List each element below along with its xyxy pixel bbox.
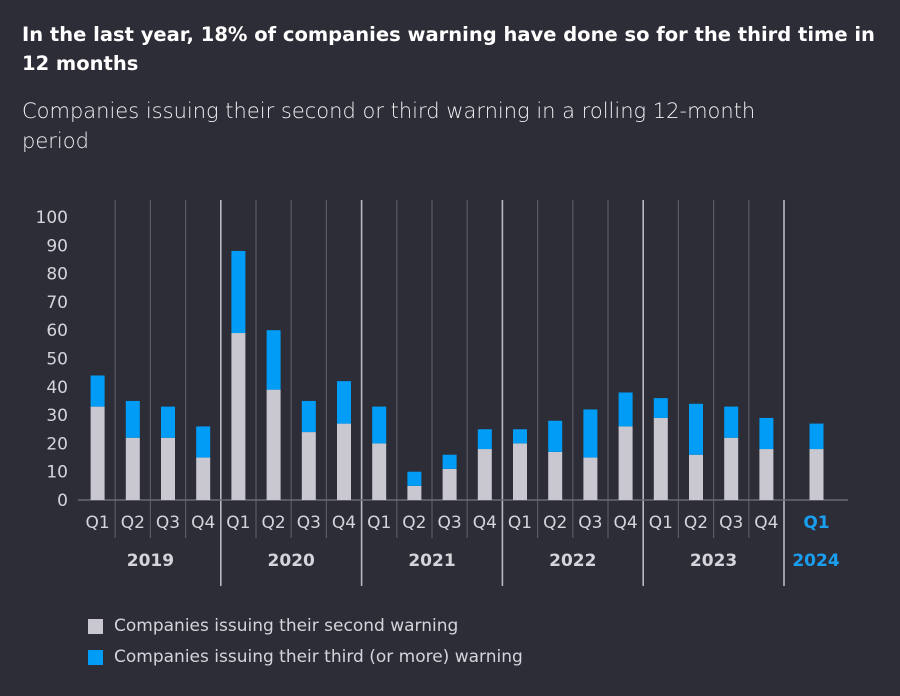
- bar-second-warning: [809, 449, 824, 500]
- year-label: 2020: [268, 551, 315, 571]
- legend-item-second: Companies issuing their second warning: [88, 616, 458, 636]
- bar-second-warning: [653, 417, 668, 500]
- quarter-label: Q1: [367, 513, 391, 533]
- y-tick-label: 30: [46, 406, 68, 426]
- bar-second-warning: [442, 468, 457, 500]
- quarter-label: Q3: [719, 513, 743, 533]
- y-tick-label: 90: [46, 236, 68, 256]
- bar-third-warning: [90, 375, 105, 407]
- legend-swatch-second: [88, 618, 103, 634]
- bar-third-warning: [653, 398, 668, 418]
- bar-second-warning: [689, 454, 703, 500]
- quarter-label: Q2: [121, 513, 145, 533]
- quarter-label: Q4: [613, 513, 637, 533]
- quarter-label: Q4: [191, 513, 215, 533]
- quarter-label: Q3: [578, 513, 602, 533]
- legend-label-third: Companies issuing their third (or more) …: [114, 647, 523, 667]
- y-tick-label: 40: [46, 378, 68, 398]
- bar-second-warning: [618, 426, 633, 500]
- bar-second-warning: [548, 451, 563, 500]
- bar-third-warning: [196, 426, 211, 458]
- bar-second-warning: [161, 437, 175, 500]
- bar-third-warning: [372, 406, 387, 444]
- quarter-label: Q3: [437, 513, 461, 533]
- y-tick-label: 60: [46, 321, 68, 341]
- bar-second-warning: [266, 389, 281, 500]
- quarter-label: Q2: [684, 513, 708, 533]
- quarter-label: Q1: [649, 513, 673, 533]
- bar-third-warning: [724, 406, 739, 438]
- bar-second-warning: [301, 432, 316, 500]
- y-tick-label: 10: [46, 463, 68, 483]
- bar-third-warning: [407, 471, 422, 486]
- bar-second-warning: [583, 457, 598, 500]
- y-tick-label: 80: [46, 265, 68, 285]
- bar-third-warning: [301, 400, 316, 433]
- legend-item-third: Companies issuing their third (or more) …: [88, 647, 523, 667]
- bar-third-warning: [513, 429, 527, 444]
- bar-third-warning: [583, 409, 598, 458]
- bar-second-warning: [231, 333, 246, 500]
- legend-swatch-third: [88, 649, 103, 665]
- bar-third-warning: [809, 423, 824, 450]
- bar-third-warning: [161, 406, 175, 438]
- bar-second-warning: [407, 485, 422, 500]
- year-label: 2021: [408, 551, 455, 571]
- bar-second-warning: [724, 437, 739, 500]
- bar-second-warning: [477, 449, 492, 500]
- bar-second-warning: [759, 449, 774, 500]
- quarter-label: Q2: [402, 513, 426, 533]
- y-tick-label: 70: [46, 293, 68, 313]
- y-tick-label: 0: [57, 491, 68, 511]
- bar-second-warning: [90, 406, 105, 500]
- quarter-label: Q3: [156, 513, 180, 533]
- bar-second-warning: [196, 457, 211, 500]
- bar-second-warning: [125, 437, 140, 500]
- quarter-label: Q2: [543, 513, 567, 533]
- bar-second-warning: [513, 443, 527, 500]
- quarter-label: Q4: [332, 513, 356, 533]
- bar-third-warning: [125, 400, 140, 438]
- bar-third-warning: [266, 330, 281, 390]
- year-label: 2024: [792, 551, 839, 571]
- bar-third-warning: [442, 454, 457, 469]
- y-tick-label: 100: [36, 208, 68, 228]
- bar-third-warning: [689, 403, 703, 455]
- quarter-label: Q1: [803, 513, 829, 533]
- quarter-label: Q1: [508, 513, 532, 533]
- quarter-label: Q4: [473, 513, 497, 533]
- legend-label-second: Companies issuing their second warning: [114, 616, 459, 636]
- bar-third-warning: [337, 381, 351, 424]
- bar-third-warning: [548, 420, 563, 452]
- chart-subtitle: Companies issuing their second or third …: [22, 99, 756, 153]
- quarter-label: Q3: [297, 513, 321, 533]
- bar-third-warning: [618, 392, 633, 427]
- y-tick-label: 50: [46, 350, 68, 370]
- bar-third-warning: [477, 429, 492, 450]
- quarter-label: Q2: [261, 513, 285, 533]
- bar-second-warning: [337, 423, 351, 500]
- quarter-label: Q1: [226, 513, 250, 533]
- quarter-label: Q4: [754, 513, 778, 533]
- year-label: 2022: [549, 551, 596, 571]
- bar-second-warning: [372, 443, 387, 500]
- year-label: 2019: [127, 551, 174, 571]
- bar-third-warning: [759, 417, 774, 450]
- y-tick-label: 20: [46, 434, 68, 454]
- chart-title: In the last year, 18% of companies warni…: [22, 23, 875, 75]
- year-label: 2023: [690, 551, 737, 571]
- bar-third-warning: [231, 250, 246, 334]
- quarter-label: Q1: [85, 513, 109, 533]
